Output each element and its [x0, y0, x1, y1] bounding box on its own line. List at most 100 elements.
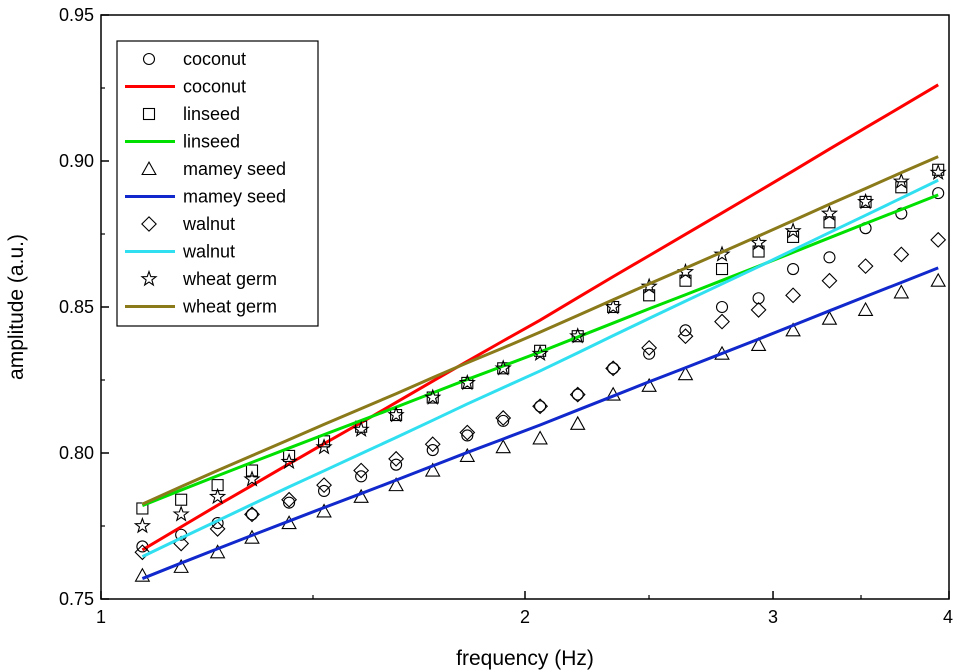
data-point: [750, 301, 767, 318]
legend-item: linseed: [142, 104, 240, 124]
data-point: [424, 462, 441, 477]
data-point: [784, 222, 802, 239]
data-point: [390, 408, 403, 422]
data-point: [172, 505, 190, 522]
data-point: [859, 195, 872, 208]
data-point: [388, 477, 404, 492]
data-point: [316, 503, 332, 518]
legend-label: linseed: [183, 104, 240, 124]
data-point: [495, 439, 512, 454]
x-tick-label: 1: [96, 607, 106, 627]
data-point: [787, 230, 800, 243]
legend-label: walnut: [182, 242, 235, 262]
data-point: [823, 251, 836, 264]
data-point: [857, 301, 874, 316]
data-point: [641, 339, 658, 356]
data-point: [175, 493, 188, 506]
legend-item: wheat germ: [125, 297, 277, 317]
data-point: [932, 187, 945, 200]
data-point: [315, 438, 333, 455]
data-point: [607, 300, 620, 314]
data-point: [390, 458, 403, 471]
data-point: [787, 262, 800, 276]
data-point: [209, 520, 226, 537]
data-point: [281, 491, 298, 508]
data-point: [316, 477, 332, 494]
data-point: [280, 452, 298, 470]
data-point: [715, 262, 729, 276]
legend-box: [116, 40, 319, 327]
data-point: [569, 415, 586, 430]
data-point: [856, 192, 875, 210]
x-tick-label: 2: [520, 607, 530, 627]
x-axis-label: frequency (Hz): [456, 647, 594, 670]
data-point: [532, 398, 549, 415]
data-point: [283, 496, 296, 509]
data-point: [930, 231, 947, 248]
x-tick-label: 3: [768, 607, 778, 627]
data-point: [531, 344, 549, 362]
legend-label: wheat germ: [182, 269, 277, 289]
ticks-layer: 0.75 0.80 0.85 0.90 0.95 1 2 3 4: [59, 5, 953, 627]
series-walnut-markers: [134, 231, 947, 561]
data-point: [893, 246, 910, 263]
data-point: [679, 324, 692, 337]
legend-marker-star: [140, 269, 158, 287]
legend-marker-square: [142, 107, 156, 121]
series-line: [141, 266, 939, 580]
series-line: [141, 83, 939, 552]
data-point: [715, 300, 729, 314]
data-point: [749, 233, 768, 251]
y-tick-label: 0.80: [59, 443, 94, 463]
series-linseed-line: [141, 193, 939, 507]
data-point: [641, 377, 657, 392]
legend-label: mamey seed: [183, 159, 286, 179]
data-point: [820, 204, 839, 221]
legend-item: wheat germ: [140, 269, 277, 289]
series-line: [141, 193, 939, 507]
data-point: [355, 470, 368, 483]
series-mamey-seed-line: [141, 266, 939, 580]
data-point: [133, 516, 152, 534]
data-point: [785, 322, 801, 337]
legend-item: mamey seed: [141, 159, 286, 179]
data-point: [424, 388, 442, 405]
data-point: [713, 245, 731, 262]
data-point: [173, 558, 189, 573]
data-point: [495, 410, 512, 426]
data-point: [821, 272, 838, 289]
series-wheat-germ-markers: [133, 163, 947, 534]
legend-item: coconut: [142, 49, 246, 69]
series-line: [141, 155, 939, 506]
data-point: [750, 336, 767, 352]
data-point: [388, 450, 405, 467]
data-point: [677, 328, 694, 345]
legend-item: walnut: [141, 214, 235, 234]
y-tick-label: 0.90: [59, 151, 94, 171]
series-line: [141, 178, 939, 559]
legend-item: linseed: [125, 132, 240, 152]
legend-marker-triangle: [141, 160, 157, 176]
data-point: [494, 359, 512, 376]
data-point: [714, 313, 730, 330]
data-point: [534, 400, 547, 413]
data-point: [461, 429, 474, 442]
data-point: [387, 405, 405, 423]
legend-item: coconut: [125, 77, 246, 97]
data-point: [785, 287, 802, 304]
data-point: [930, 272, 947, 287]
legend-label: wheat germ: [182, 297, 277, 317]
data-point: [243, 470, 261, 487]
data-point: [458, 373, 476, 391]
data-point: [752, 292, 765, 305]
legend-label: linseed: [183, 132, 240, 152]
data-point: [821, 310, 838, 325]
data-point: [571, 388, 584, 401]
series-coconut-line: [141, 83, 939, 552]
data-point: [569, 327, 587, 344]
legend-marker-circle: [142, 52, 156, 66]
legend-label: coconut: [183, 49, 246, 69]
legend-item: mamey seed: [125, 187, 286, 207]
data-point: [857, 258, 874, 275]
